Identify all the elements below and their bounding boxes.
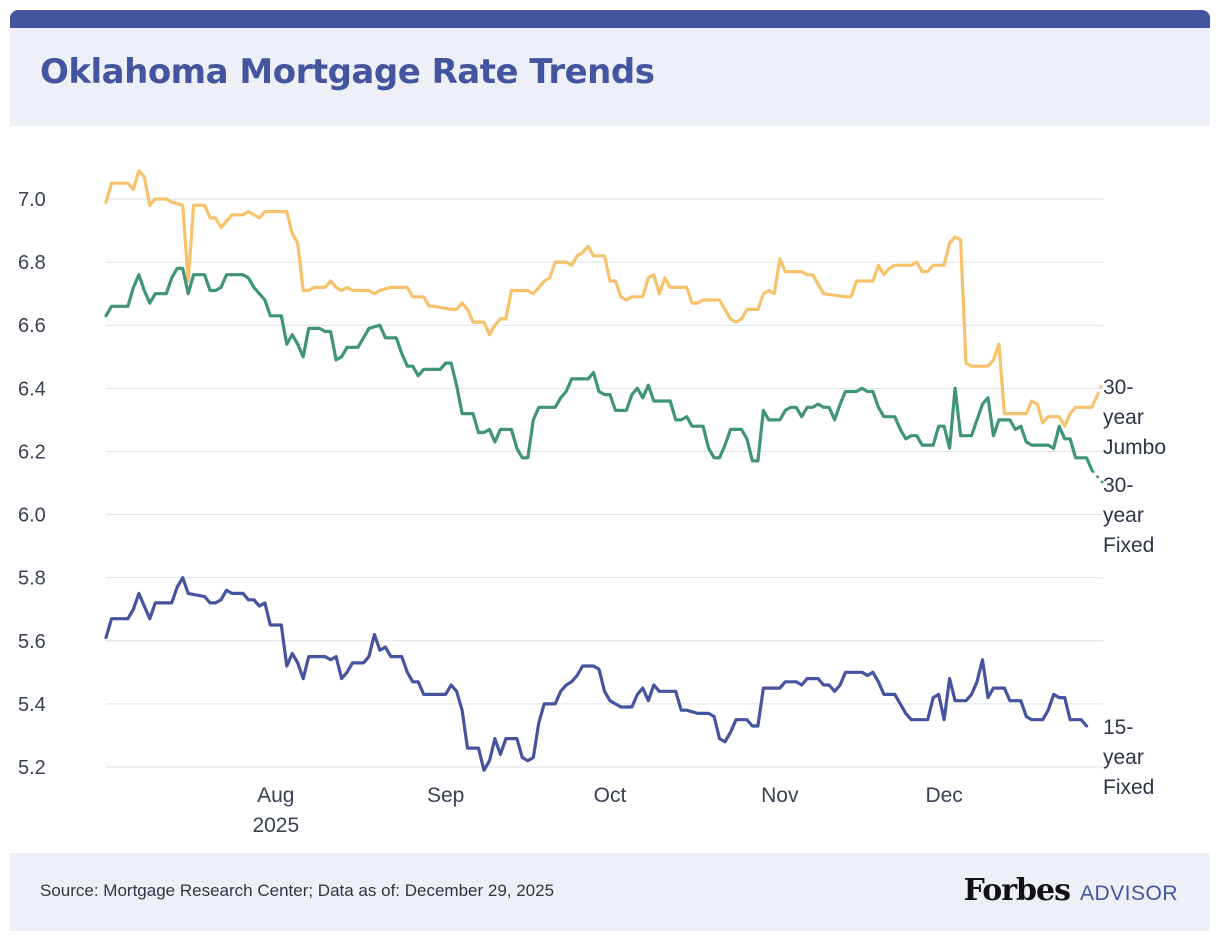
header-accent-bar (10, 10, 1210, 30)
series-label-30-year-jumbo: year (1103, 406, 1144, 429)
series-lines (104, 169, 1105, 772)
series-projection-30-year-jumbo (1096, 381, 1105, 396)
brand-sub: ADVISOR (1079, 882, 1178, 905)
x-tick-label: Sep (427, 784, 464, 807)
series-label-30-year-jumbo: Jumbo (1103, 436, 1166, 459)
x-tick-label: Aug (257, 784, 294, 807)
x-axis: Aug 2025 Sep Oct Nov Dec (252, 784, 962, 837)
y-tick-label: 6.6 (18, 315, 46, 337)
header: Oklahoma Mortgage Rate Trends (10, 28, 1210, 126)
series-label-30-year-fixed: 30- (1103, 474, 1133, 497)
y-tick-label: 5.4 (18, 694, 46, 716)
series-label-15-year-fixed: Fixed (1103, 776, 1154, 799)
series-projection-30-year-fixed (1091, 469, 1104, 484)
page-title: Oklahoma Mortgage Rate Trends (40, 52, 655, 92)
y-tick-label: 5.8 (18, 568, 46, 590)
y-tick-label: 5.2 (18, 757, 46, 779)
series-label-30-year-jumbo: 30- (1103, 376, 1133, 399)
series-labels: 30- year Jumbo 30- year Fixed 15- year Fixed (1103, 376, 1166, 799)
series-label-15-year-fixed: year (1103, 746, 1144, 769)
y-tick-label: 6.8 (18, 252, 46, 274)
footer: Source: Mortgage Research Center; Data a… (10, 853, 1210, 931)
brand-main: Forbes (963, 873, 1071, 908)
x-tick-label: Oct (594, 784, 627, 807)
y-tick-label: 6.0 (18, 505, 46, 527)
series-label-30-year-fixed: year (1103, 504, 1144, 527)
series-label-30-year-fixed: Fixed (1103, 534, 1154, 557)
series-line-30-year-fixed (104, 266, 1094, 472)
forbes-advisor-logo: Forbes ADVISOR (964, 873, 1178, 908)
y-tick-label: 6.4 (18, 378, 46, 400)
line-chart: 7.0 6.8 6.6 6.4 6.2 6.0 5.8 5.6 5.4 5.2 Aug 2025 Se… (18, 169, 1166, 837)
x-tick-label: Dec (925, 784, 962, 807)
series-line-15-year-fixed (104, 576, 1089, 772)
source-note: Source: Mortgage Research Center; Data a… (40, 881, 555, 900)
y-tick-label: 5.6 (18, 631, 46, 653)
grid (106, 198, 1103, 768)
x-tick-label: Nov (761, 784, 799, 807)
series-label-15-year-fixed: 15- (1103, 716, 1133, 739)
y-tick-label: 6.2 (18, 441, 46, 463)
y-tick-label: 7.0 (18, 189, 46, 211)
series-line-30-year-jumbo (104, 169, 1100, 428)
x-tick-sublabel: 2025 (252, 814, 299, 837)
y-axis: 7.0 6.8 6.6 6.4 6.2 6.0 5.8 5.6 5.4 5.2 (18, 189, 46, 779)
